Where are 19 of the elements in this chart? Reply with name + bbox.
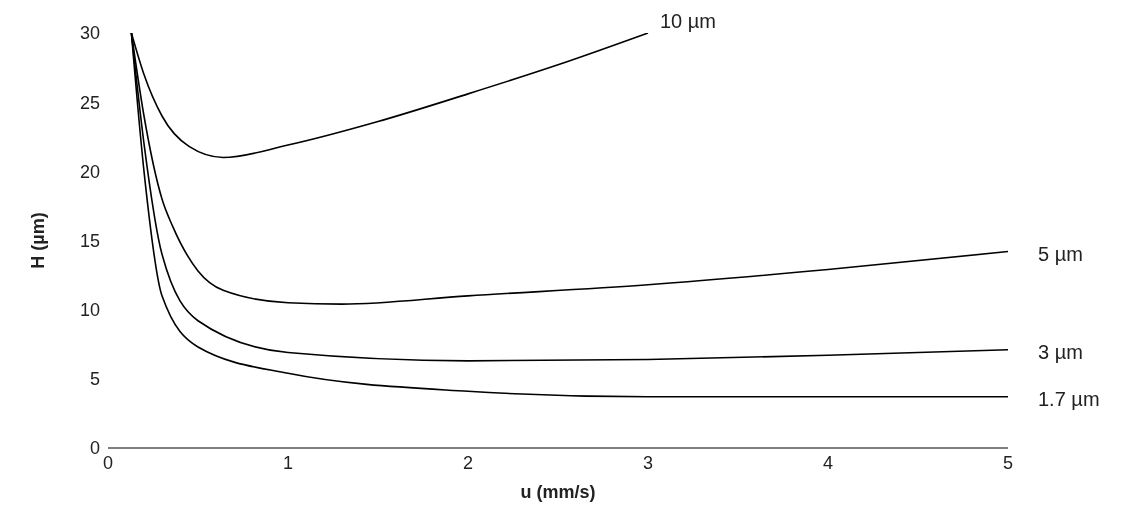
y-tick-label: 30: [79, 23, 100, 44]
y-tick-label: 15: [79, 230, 100, 251]
y-tick-label: 5: [89, 369, 100, 390]
series-label: 3 µm: [1038, 341, 1083, 364]
x-tick-label: 4: [822, 452, 834, 473]
y-tick-label: 0: [89, 438, 100, 459]
x-tick-label: 5: [1002, 452, 1014, 473]
x-axis-title: u (mm/s): [520, 482, 596, 502]
y-axis-title: H (µm): [28, 212, 49, 269]
y-tick-label: 20: [79, 161, 100, 182]
series-label: 10 µm: [660, 10, 716, 33]
x-tick-label: 0: [102, 452, 114, 473]
y-tick-label: 10: [79, 300, 100, 321]
series-label: 5 µm: [1038, 242, 1083, 265]
x-tick-label: 2: [462, 452, 474, 473]
series-label: 1.7 µm: [1038, 388, 1100, 411]
y-tick-label: 25: [79, 92, 100, 113]
x-tick-label: 3: [642, 452, 654, 473]
x-tick-label: 1: [282, 452, 294, 473]
